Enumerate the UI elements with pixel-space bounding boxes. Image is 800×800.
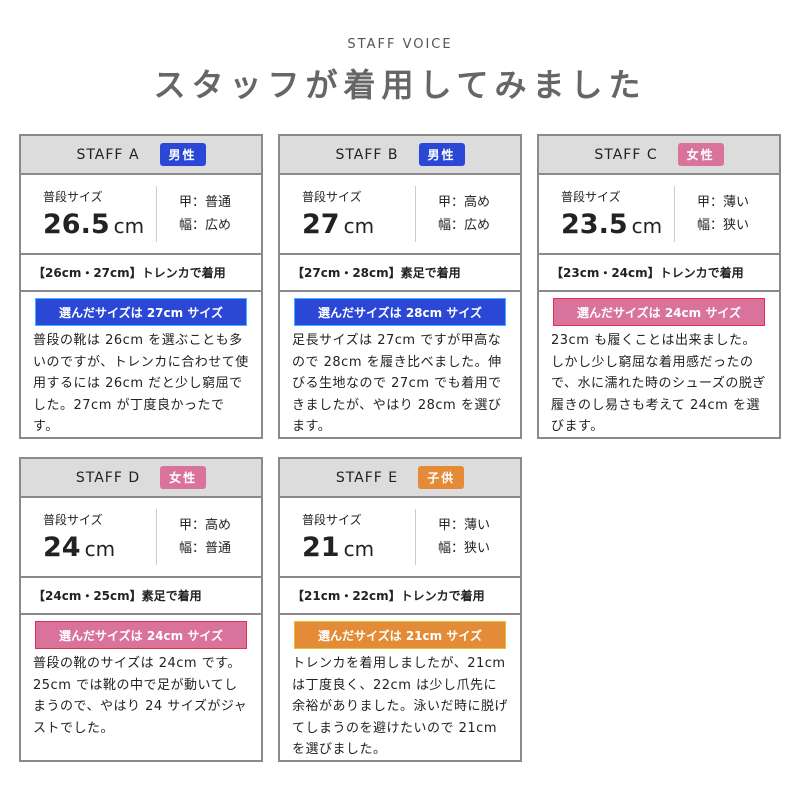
gender-badge: 男性 xyxy=(159,143,206,166)
chosen-size-banner: 選んだサイズは 27cm サイズ xyxy=(35,298,247,326)
staff-comment: 足長サイズは 27cm ですが甲高なので 28cm を履き比べました。伸びる生地… xyxy=(292,333,502,434)
usual-size-value: 21 cm xyxy=(302,532,415,563)
staff-comment: 23cm も履くことは出来ました。しかし少し窮屈な着用感だったので、水に濡れた時… xyxy=(551,333,766,434)
instep-info: 甲：高め xyxy=(179,518,232,533)
gender-badge: 女性 xyxy=(160,466,207,489)
chosen-size-banner: 選んだサイズは 24cm サイズ xyxy=(553,298,765,326)
trial-note: 【21cm・22cm】トレンカで着用 xyxy=(280,578,520,615)
usual-size-value: 24 cm xyxy=(43,532,156,563)
chosen-size-banner: 選んだサイズは 21cm サイズ xyxy=(294,621,506,649)
width-info: 幅：狭い xyxy=(438,541,491,556)
chosen-size-banner: 選んだサイズは 28cm サイズ xyxy=(294,298,506,326)
width-info: 幅：広め xyxy=(438,218,491,233)
staff-comment: 普段の靴は 26cm を選ぶことも多いのですが、トレンカに合わせて使用するには … xyxy=(33,333,249,434)
card-header: STAFF E 子供 xyxy=(280,459,520,498)
usual-size-label: 普段サイズ xyxy=(302,513,362,527)
staff-card: STAFF A 男性 普段サイズ 26.5 cm 甲：普通 幅：広め 【26cm・… xyxy=(19,134,263,439)
gender-badge: 男性 xyxy=(418,143,465,166)
section-title: スタッフが着用してみました xyxy=(153,66,647,104)
instep-info: 甲：普通 xyxy=(179,195,232,210)
staff-name: STAFF B xyxy=(335,146,399,163)
staff-comment: 普段の靴のサイズは 24cm です。25cm では靴の中で足が動いてしまうので、… xyxy=(33,656,248,736)
card-header: STAFF C 女性 xyxy=(539,136,779,175)
size-unit: cm xyxy=(84,537,116,561)
size-number: 27 xyxy=(302,209,340,240)
gender-badge: 子供 xyxy=(418,466,465,489)
size-info: 普段サイズ 21 cm 甲：薄い 幅：狭い xyxy=(280,498,520,578)
size-info: 普段サイズ 27 cm 甲：高め 幅：広め xyxy=(280,175,520,255)
divider xyxy=(415,509,416,565)
card-header: STAFF B 男性 xyxy=(280,136,520,175)
size-unit: cm xyxy=(343,214,375,238)
usual-size-label: 普段サイズ xyxy=(43,513,103,527)
size-unit: cm xyxy=(631,214,663,238)
staff-card: STAFF B 男性 普段サイズ 27 cm 甲：高め 幅：広め 【27cm・28… xyxy=(278,134,522,439)
divider xyxy=(156,186,157,242)
staff-name: STAFF C xyxy=(594,146,658,163)
usual-size-label: 普段サイズ xyxy=(43,190,103,204)
size-unit: cm xyxy=(113,214,145,238)
width-info: 幅：広め xyxy=(179,218,232,233)
size-info: 普段サイズ 24 cm 甲：高め 幅：普通 xyxy=(21,498,261,578)
trial-note: 【24cm・25cm】素足で着用 xyxy=(21,578,261,615)
divider xyxy=(674,186,675,242)
card-header: STAFF A 男性 xyxy=(21,136,261,175)
usual-size-label: 普段サイズ xyxy=(561,190,621,204)
size-info: 普段サイズ 23.5 cm 甲：薄い 幅：狭い xyxy=(539,175,779,255)
usual-size-value: 27 cm xyxy=(302,209,415,240)
size-number: 21 xyxy=(302,532,340,563)
chosen-size-banner: 選んだサイズは 24cm サイズ xyxy=(35,621,247,649)
instep-info: 甲：高め xyxy=(438,195,491,210)
width-info: 幅：狭い xyxy=(697,218,750,233)
divider xyxy=(415,186,416,242)
size-number: 24 xyxy=(43,532,81,563)
instep-info: 甲：薄い xyxy=(438,518,491,533)
staff-card: STAFF E 子供 普段サイズ 21 cm 甲：薄い 幅：狭い 【21cm・22… xyxy=(278,457,522,762)
staff-card: STAFF D 女性 普段サイズ 24 cm 甲：高め 幅：普通 【24cm・25… xyxy=(19,457,263,762)
section-subtitle: STAFF VOICE xyxy=(347,37,453,52)
staff-card: STAFF C 女性 普段サイズ 23.5 cm 甲：薄い 幅：狭い 【23cm・… xyxy=(537,134,781,439)
usual-size-label: 普段サイズ xyxy=(302,190,362,204)
card-header: STAFF D 女性 xyxy=(21,459,261,498)
staff-comment: トレンカを着用しましたが、21cm は丁度良く、22cm は少し爪先に余裕があり… xyxy=(292,656,509,757)
size-number: 23.5 xyxy=(561,209,628,240)
gender-badge: 女性 xyxy=(677,143,724,166)
staff-name: STAFF E xyxy=(335,469,399,486)
staff-name: STAFF D xyxy=(75,469,141,486)
trial-note: 【27cm・28cm】素足で着用 xyxy=(280,255,520,292)
trial-note: 【26cm・27cm】トレンカで着用 xyxy=(21,255,261,292)
divider xyxy=(156,509,157,565)
width-info: 幅：普通 xyxy=(179,541,232,556)
usual-size-value: 23.5 cm xyxy=(561,209,674,240)
trial-note: 【23cm・24cm】トレンカで着用 xyxy=(539,255,779,292)
size-number: 26.5 xyxy=(43,209,110,240)
size-unit: cm xyxy=(343,537,375,561)
instep-info: 甲：薄い xyxy=(697,195,750,210)
size-info: 普段サイズ 26.5 cm 甲：普通 幅：広め xyxy=(21,175,261,255)
staff-name: STAFF A xyxy=(76,146,140,163)
usual-size-value: 26.5 cm xyxy=(43,209,156,240)
